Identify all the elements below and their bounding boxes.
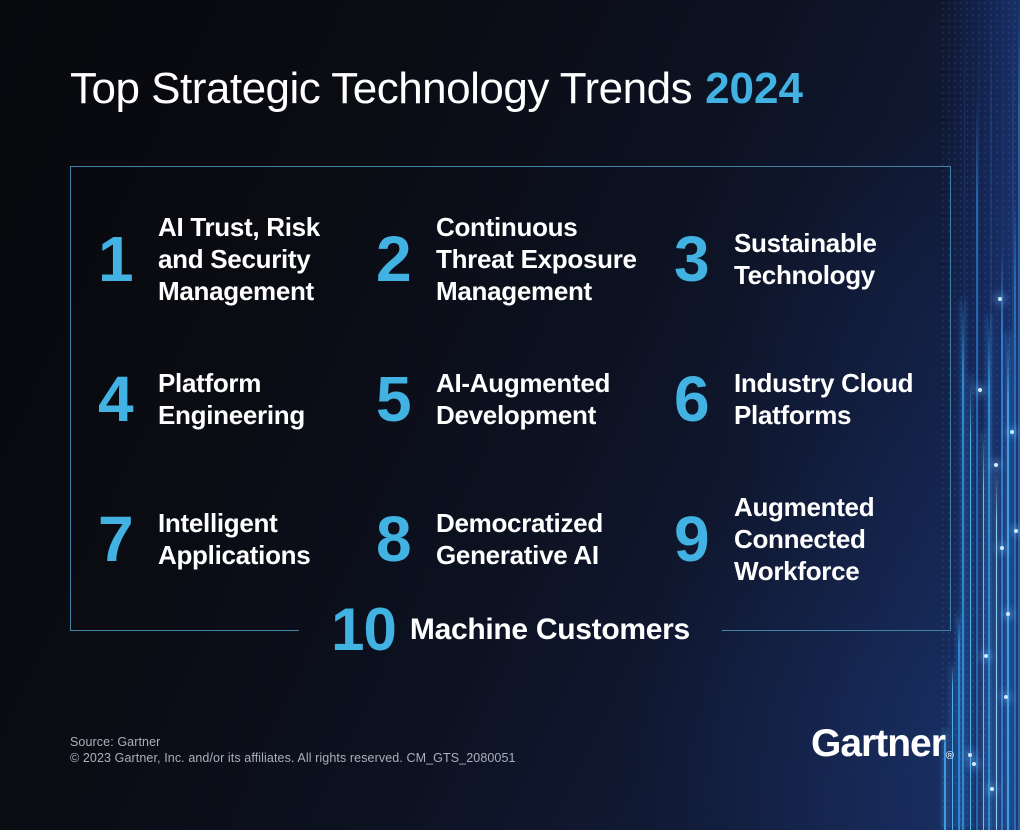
glow-dot [1006, 612, 1010, 617]
trend-number: 7 [98, 503, 134, 575]
trend-label: Democratized Generative AI [436, 508, 603, 570]
streak-line [976, 99, 978, 830]
trend-item-8: 8 Democratized Generative AI [376, 507, 674, 571]
glow-dot [978, 388, 982, 393]
streak-line [952, 664, 953, 830]
trend-item-3: 3 Sustainable Technology [674, 227, 950, 291]
glow-dot [1004, 695, 1008, 700]
trend-label: AI-Augmented Development [436, 368, 611, 430]
light-streaks-decoration [940, 0, 1020, 830]
source-text: Source: Gartner [70, 735, 161, 749]
streak-line [1014, 199, 1016, 830]
trend-label: Machine Customers [409, 613, 690, 646]
streak-line [983, 431, 984, 830]
trend-item-4: 4 Platform Engineering [98, 367, 376, 431]
footer-source-block: Source: Gartner © 2023 Gartner, Inc. and… [70, 734, 516, 766]
streak-line [988, 315, 990, 830]
glow-dot [990, 786, 994, 791]
glow-dot [972, 761, 976, 766]
page-title: Top Strategic Technology Trends 2024 [70, 64, 803, 114]
trend-item-10: 10 Machine Customers [70, 596, 952, 663]
gartner-logo-text: Gartner [811, 722, 946, 765]
trend-label: Sustainable Technology [734, 228, 877, 290]
trend-label: Intelligent Applications [158, 508, 311, 570]
trend-item-9: 9 Augmented Connected Workforce [674, 491, 950, 587]
registered-trademark-icon: ® [945, 750, 954, 762]
trend-item-2: 2 Continuous Threat Exposure Management [376, 211, 674, 307]
trend-number: 4 [98, 363, 134, 435]
trend-number: 10 [331, 596, 397, 663]
trend-number: 3 [674, 223, 710, 295]
trend-label: Platform Engineering [158, 368, 305, 430]
glow-dot [984, 653, 988, 658]
title-text: Top Strategic Technology Trends [70, 64, 693, 113]
glow-dot [1000, 545, 1004, 550]
streak-line [996, 473, 997, 830]
streak-line [958, 614, 960, 830]
trend-number: 9 [674, 503, 710, 575]
title-year: 2024 [705, 64, 803, 113]
streak-line [1018, 0, 1020, 830]
trend-label: Augmented Connected Workforce [734, 492, 875, 586]
trends-grid: 1 AI Trust, Risk and Security Management… [71, 167, 950, 609]
divider-line-right [721, 629, 952, 631]
trend-number: 2 [376, 223, 412, 295]
trend-item-1: 1 AI Trust, Risk and Security Management [98, 211, 376, 307]
trend-number: 6 [674, 363, 710, 435]
glow-dot [994, 462, 998, 467]
copyright-text: © 2023 Gartner, Inc. and/or its affiliat… [70, 751, 516, 765]
trends-panel: 1 AI Trust, Risk and Security Management… [70, 166, 952, 660]
trend-number: 1 [98, 223, 134, 295]
streak-line [1001, 249, 1003, 830]
glow-dot [1010, 429, 1014, 434]
glow-dot [1014, 529, 1018, 534]
streak-line [944, 730, 946, 830]
glow-dot [998, 296, 1002, 301]
streak-line [1012, 0, 1014, 830]
trend-item-5: 5 AI-Augmented Development [376, 367, 674, 431]
streak-line [964, 0, 965, 830]
trend-number: 8 [376, 503, 412, 575]
trend-label: AI Trust, Risk and Security Management [158, 212, 320, 306]
trend-item-6: 6 Industry Cloud Platforms [674, 367, 950, 431]
streak-line [990, 0, 992, 830]
divider-line-left [70, 629, 300, 631]
trend-label: Continuous Threat Exposure Management [436, 212, 637, 306]
gartner-logo: Gartner ® [811, 722, 954, 766]
streak-line [962, 298, 964, 830]
streak-line [1007, 332, 1009, 830]
trend-label: Industry Cloud Platforms [734, 368, 914, 430]
glow-dot [968, 753, 972, 758]
trend-item-7: 7 Intelligent Applications [98, 507, 376, 571]
streak-line [970, 373, 971, 830]
streak-line [978, 0, 979, 830]
trend-number: 5 [376, 363, 412, 435]
